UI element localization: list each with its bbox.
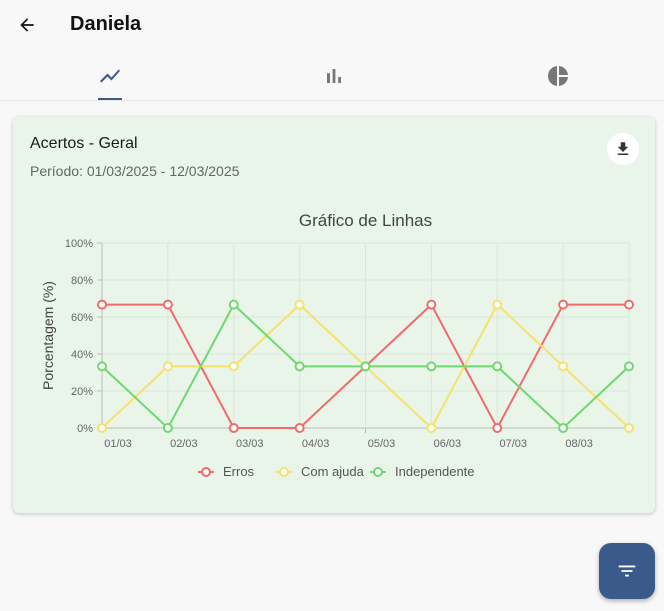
legend-marker <box>201 467 211 477</box>
data-point <box>162 361 173 372</box>
chart-card: Acertos - Geral Período: 01/03/2025 - 12… <box>13 117 655 513</box>
tab-pie-chart[interactable] <box>483 52 633 100</box>
data-point <box>294 361 305 372</box>
data-point <box>558 299 569 310</box>
data-point <box>624 299 634 310</box>
data-point <box>228 299 239 310</box>
data-point <box>97 423 107 433</box>
download-button[interactable] <box>607 133 639 165</box>
y-tick-label: 100% <box>65 238 93 250</box>
data-point <box>426 299 437 310</box>
x-tick-label: 05/03 <box>368 438 396 450</box>
x-tick-label: 08/03 <box>565 438 593 450</box>
back-button[interactable] <box>12 10 42 40</box>
filter-icon <box>618 565 636 577</box>
active-tab-indicator <box>98 98 122 100</box>
data-point <box>624 361 634 372</box>
filter-button[interactable] <box>599 543 655 599</box>
data-point <box>360 361 371 372</box>
legend-marker <box>373 467 383 477</box>
x-tick-label: 01/03 <box>104 438 132 450</box>
chart-type-tabs <box>0 52 664 101</box>
data-point <box>426 361 437 372</box>
data-point <box>228 423 239 433</box>
tab-bar-chart[interactable] <box>259 52 409 100</box>
card-period: Período: 01/03/2025 - 12/03/2025 <box>30 163 240 179</box>
legend-label: Independente <box>395 464 475 479</box>
data-point <box>97 299 107 310</box>
y-axis-label: Porcentagem (%) <box>40 281 56 390</box>
app-bar: Daniela <box>0 0 664 52</box>
y-tick-label: 80% <box>71 275 93 287</box>
x-tick-label: 03/03 <box>236 438 264 450</box>
x-tick-label: 04/03 <box>302 438 330 450</box>
line-chart-icon <box>100 69 120 83</box>
page-title: Daniela <box>70 13 142 35</box>
data-point <box>426 423 437 433</box>
legend-marker <box>279 467 289 477</box>
data-point <box>624 423 634 433</box>
data-point <box>162 423 173 433</box>
data-point <box>558 423 569 433</box>
card-title: Acertos - Geral <box>30 135 138 152</box>
arrow-back-icon <box>20 18 34 32</box>
legend-label: Erros <box>223 464 255 479</box>
y-tick-label: 40% <box>71 349 93 361</box>
tab-line-chart[interactable] <box>35 52 185 100</box>
data-point <box>492 423 503 433</box>
download-icon <box>617 142 629 155</box>
data-point <box>162 299 173 310</box>
x-tick-label: 07/03 <box>499 438 527 450</box>
bar-chart-icon <box>327 69 341 83</box>
x-tick-label: 02/03 <box>170 438 198 450</box>
data-point <box>492 361 503 372</box>
data-point <box>558 361 569 372</box>
legend-label: Com ajuda <box>301 464 365 479</box>
data-point <box>492 299 503 310</box>
x-tick-label: 06/03 <box>434 438 462 450</box>
data-point <box>294 423 305 433</box>
line-chart: Gráfico de Linhas 0% 20% 40% 60% 80% 100% 01/03… <box>40 211 634 479</box>
y-tick-label: 0% <box>77 423 93 435</box>
data-point <box>228 361 239 372</box>
y-tick-label: 60% <box>71 312 93 324</box>
data-point <box>294 299 305 310</box>
data-point <box>97 361 107 372</box>
y-tick-label: 20% <box>71 386 93 398</box>
pie-chart-icon <box>548 66 568 86</box>
chart-title: Gráfico de Linhas <box>299 211 432 230</box>
